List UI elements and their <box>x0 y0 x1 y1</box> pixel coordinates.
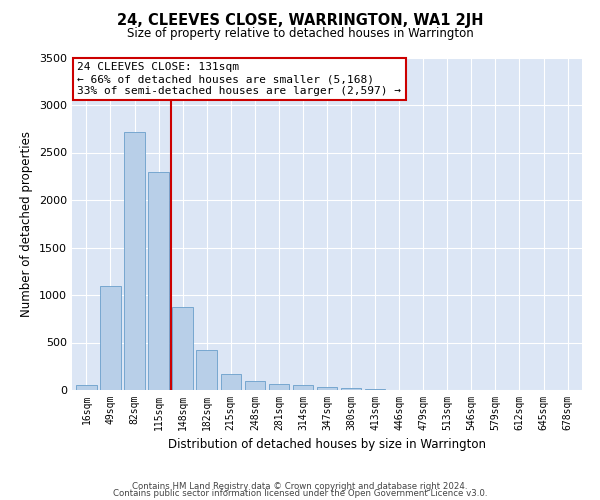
Bar <box>124 132 145 390</box>
Text: Contains public sector information licensed under the Open Government Licence v3: Contains public sector information licen… <box>113 490 487 498</box>
Text: 24 CLEEVES CLOSE: 131sqm
← 66% of detached houses are smaller (5,168)
33% of sem: 24 CLEEVES CLOSE: 131sqm ← 66% of detach… <box>77 62 401 96</box>
Bar <box>293 385 313 390</box>
Y-axis label: Number of detached properties: Number of detached properties <box>20 130 34 317</box>
Bar <box>269 384 289 390</box>
Bar <box>221 374 241 390</box>
Bar <box>100 286 121 390</box>
Bar <box>245 380 265 390</box>
Bar <box>341 388 361 390</box>
Bar <box>365 389 385 390</box>
Text: 24, CLEEVES CLOSE, WARRINGTON, WA1 2JH: 24, CLEEVES CLOSE, WARRINGTON, WA1 2JH <box>117 12 483 28</box>
Bar <box>76 385 97 390</box>
Text: Contains HM Land Registry data © Crown copyright and database right 2024.: Contains HM Land Registry data © Crown c… <box>132 482 468 491</box>
X-axis label: Distribution of detached houses by size in Warrington: Distribution of detached houses by size … <box>168 438 486 452</box>
Bar <box>196 350 217 390</box>
Bar <box>317 387 337 390</box>
Bar <box>172 308 193 390</box>
Bar <box>148 172 169 390</box>
Text: Size of property relative to detached houses in Warrington: Size of property relative to detached ho… <box>127 28 473 40</box>
